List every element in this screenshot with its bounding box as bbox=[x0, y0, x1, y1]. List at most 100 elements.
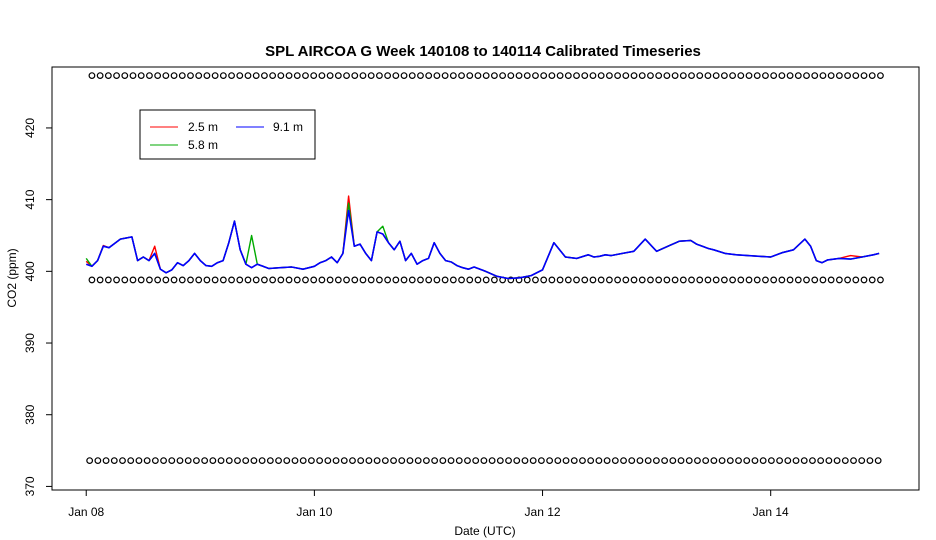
reference-marker-2-16 bbox=[217, 457, 225, 465]
reference-marker-1-0 bbox=[88, 276, 96, 284]
reference-marker-1-53 bbox=[523, 276, 531, 284]
reference-marker-0-19 bbox=[244, 72, 252, 80]
reference-marker-2-1 bbox=[94, 457, 102, 465]
reference-marker-2-4 bbox=[119, 457, 126, 465]
reference-marker-1-79 bbox=[737, 276, 745, 284]
reference-marker-2-62 bbox=[595, 457, 603, 465]
reference-marker-0-67 bbox=[638, 72, 646, 80]
reference-marker-2-77 bbox=[718, 457, 726, 465]
reference-marker-1-39 bbox=[408, 276, 416, 284]
reference-marker-0-12 bbox=[187, 72, 194, 80]
reference-marker-1-69 bbox=[655, 276, 663, 284]
reference-marker-1-66 bbox=[630, 276, 638, 284]
reference-marker-1-29 bbox=[326, 276, 334, 284]
reference-marker-0-70 bbox=[663, 72, 671, 80]
reference-marker-2-82 bbox=[759, 457, 767, 465]
y-tick-label-4: 410 bbox=[23, 189, 37, 209]
x-axis-label: Date (UTC) bbox=[454, 524, 515, 538]
series-line-58m bbox=[85, 202, 880, 280]
reference-marker-2-0 bbox=[86, 457, 94, 465]
reference-marker-2-12 bbox=[184, 457, 192, 465]
reference-marker-1-73 bbox=[688, 276, 695, 284]
reference-marker-2-66 bbox=[628, 457, 636, 465]
reference-marker-0-51 bbox=[507, 72, 515, 80]
y-tick-label-0: 370 bbox=[23, 476, 37, 496]
reference-marker-1-48 bbox=[482, 276, 490, 284]
reference-marker-1-49 bbox=[490, 276, 498, 284]
reference-marker-2-88 bbox=[809, 457, 816, 465]
reference-marker-2-19 bbox=[242, 457, 250, 465]
reference-marker-0-15 bbox=[211, 72, 219, 80]
reference-marker-1-9 bbox=[162, 276, 170, 284]
reference-marker-2-32 bbox=[349, 457, 356, 465]
reference-marker-0-74 bbox=[696, 72, 704, 80]
reference-marker-1-90 bbox=[827, 276, 835, 284]
reference-marker-2-51 bbox=[505, 457, 512, 465]
reference-marker-2-76 bbox=[710, 457, 718, 465]
reference-marker-1-56 bbox=[548, 276, 556, 284]
reference-marker-1-47 bbox=[474, 276, 482, 284]
reference-marker-1-37 bbox=[392, 276, 400, 284]
reference-marker-0-39 bbox=[408, 72, 416, 80]
reference-marker-1-26 bbox=[302, 276, 309, 284]
reference-marker-2-89 bbox=[817, 457, 825, 465]
reference-marker-2-26 bbox=[299, 457, 307, 465]
reference-marker-0-1 bbox=[96, 72, 104, 80]
reference-marker-2-52 bbox=[513, 457, 521, 465]
reference-marker-2-85 bbox=[784, 457, 792, 465]
reference-marker-1-67 bbox=[638, 276, 646, 284]
reference-marker-1-8 bbox=[154, 276, 162, 284]
reference-marker-0-86 bbox=[794, 72, 802, 80]
reference-marker-1-41 bbox=[425, 276, 433, 284]
reference-marker-0-28 bbox=[318, 72, 326, 80]
reference-marker-1-93 bbox=[852, 276, 860, 284]
reference-marker-0-60 bbox=[581, 72, 589, 80]
series-lines bbox=[85, 195, 880, 280]
reference-marker-0-76 bbox=[712, 72, 720, 80]
reference-marker-0-54 bbox=[532, 72, 539, 80]
legend-label-9-1m: 9.1 m bbox=[273, 120, 303, 134]
reference-marker-0-31 bbox=[343, 72, 350, 80]
series-line-25m bbox=[85, 195, 880, 280]
reference-marker-2-84 bbox=[776, 457, 783, 465]
reference-marker-0-48 bbox=[482, 72, 490, 80]
reference-marker-0-73 bbox=[688, 72, 695, 80]
reference-marker-0-14 bbox=[203, 72, 211, 80]
reference-marker-0-78 bbox=[729, 72, 736, 80]
reference-marker-2-55 bbox=[537, 457, 545, 465]
reference-marker-0-83 bbox=[770, 72, 778, 80]
reference-marker-1-24 bbox=[285, 276, 293, 284]
reference-marker-2-13 bbox=[193, 457, 200, 465]
reference-marker-0-11 bbox=[178, 72, 186, 80]
reference-marker-0-62 bbox=[597, 72, 605, 80]
reference-marker-1-16 bbox=[219, 276, 227, 284]
reference-marker-0-49 bbox=[490, 72, 498, 80]
reference-marker-0-93 bbox=[852, 72, 860, 80]
reference-marker-2-28 bbox=[316, 457, 324, 465]
reference-marker-2-39 bbox=[406, 457, 414, 465]
series-line-91m bbox=[85, 209, 880, 280]
reference-marker-1-83 bbox=[770, 276, 778, 284]
reference-marker-1-72 bbox=[679, 276, 687, 284]
reference-marker-2-7 bbox=[143, 457, 151, 465]
reference-marker-2-10 bbox=[168, 457, 176, 465]
reference-marker-1-89 bbox=[819, 276, 827, 284]
reference-marker-2-2 bbox=[102, 457, 110, 465]
reference-marker-1-4 bbox=[121, 276, 129, 284]
reference-marker-0-18 bbox=[236, 72, 244, 80]
reference-marker-0-85 bbox=[786, 72, 794, 80]
reference-marker-2-38 bbox=[398, 457, 406, 465]
reference-marker-0-0 bbox=[88, 72, 96, 80]
reference-marker-2-95 bbox=[866, 457, 874, 465]
reference-marker-1-86 bbox=[794, 276, 802, 284]
reference-marker-1-65 bbox=[622, 276, 630, 284]
reference-marker-1-12 bbox=[187, 276, 194, 284]
reference-marker-2-33 bbox=[357, 457, 365, 465]
reference-marker-1-38 bbox=[400, 276, 408, 284]
reference-marker-1-95 bbox=[868, 276, 876, 284]
reference-marker-1-92 bbox=[844, 276, 851, 284]
reference-marker-1-43 bbox=[441, 276, 449, 284]
reference-marker-0-79 bbox=[737, 72, 745, 80]
reference-marker-0-64 bbox=[614, 72, 622, 80]
reference-marker-2-80 bbox=[743, 457, 751, 465]
